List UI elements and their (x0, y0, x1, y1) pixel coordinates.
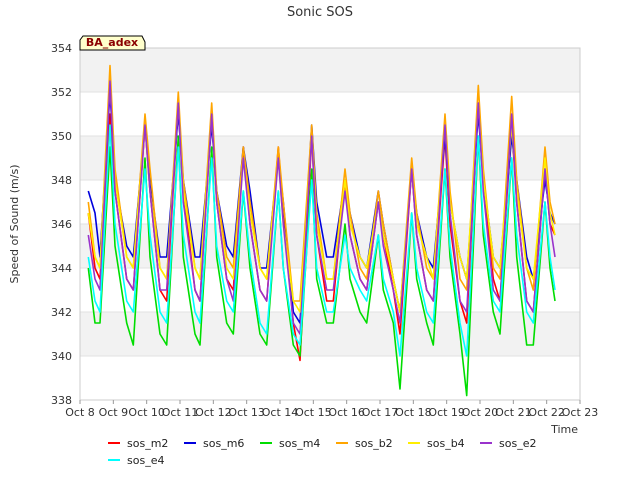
legend-label-sos_m6: sos_m6 (203, 437, 244, 450)
plot-band (80, 92, 580, 136)
legend-label-sos_b4: sos_b4 (427, 437, 465, 450)
x-tick-label: Oct 12 (195, 406, 232, 419)
series-lines (87, 64, 556, 397)
x-tick-label: Oct 21 (495, 406, 532, 419)
x-tick-label: Oct 20 (462, 406, 499, 419)
x-tick-label: Oct 9 (99, 406, 129, 419)
y-axis-ticks: 338 340 342 344 346 348 350 352 354 (51, 42, 72, 407)
plot-band (80, 48, 580, 92)
x-tick-label: Oct 19 (428, 406, 465, 419)
x-tick-label: Oct 18 (395, 406, 432, 419)
x-tick-label: Oct 10 (128, 406, 165, 419)
y-tick-label: 342 (51, 306, 72, 319)
plot-band (80, 356, 580, 400)
plot-band (80, 312, 580, 356)
legend-label-sos_e4: sos_e4 (127, 454, 164, 467)
x-tick-label: Oct 23 (562, 406, 599, 419)
y-tick-label: 344 (51, 262, 72, 275)
plot-band (80, 180, 580, 224)
badge-background (79, 35, 146, 51)
plot-frame (79, 47, 581, 401)
y-tick-label: 350 (51, 130, 72, 143)
x-tick-label: Oct 11 (162, 406, 199, 419)
legend-label-sos_m4: sos_m4 (279, 437, 320, 450)
plot-band (80, 136, 580, 180)
station-badge: BA_adex (79, 35, 146, 51)
y-tick-label: 338 (51, 394, 72, 407)
legend-label-sos_b2: sos_b2 (355, 437, 393, 450)
x-axis-label: Time (550, 423, 578, 436)
legend-label-sos_m2: sos_m2 (127, 437, 168, 450)
y-tick-label: 340 (51, 350, 72, 363)
x-tick-label: Oct 13 (228, 406, 265, 419)
y-tick-label: 346 (51, 218, 72, 231)
plot-band (80, 224, 580, 268)
series-line-sos_e4 (87, 124, 556, 357)
y-axis-label: Speed of Sound (m/s) (8, 165, 21, 284)
legend-label-sos_e2: sos_e2 (499, 437, 536, 450)
x-tick-label: Oct 15 (295, 406, 332, 419)
y-tick-label: 354 (51, 42, 72, 55)
x-tick-label: Oct 14 (262, 406, 299, 419)
plot-background (80, 48, 580, 400)
y-tick-label: 348 (51, 174, 72, 187)
legend: sos_m2 sos_m6 sos_m4 sos_b2 sos_b4 sos_e2 sos_… (108, 437, 536, 467)
x-tick-label: Oct 8 (65, 406, 95, 419)
x-tick-label: Oct 22 (528, 406, 565, 419)
chart-title: Sonic SOS (287, 5, 353, 20)
series-line-sos_e2 (87, 80, 556, 335)
badge-label: BA_adex (86, 36, 138, 49)
y-tick-label: 352 (51, 86, 72, 99)
x-tick-label: Oct 17 (362, 406, 399, 419)
x-tick-label: Oct 16 (328, 406, 365, 419)
